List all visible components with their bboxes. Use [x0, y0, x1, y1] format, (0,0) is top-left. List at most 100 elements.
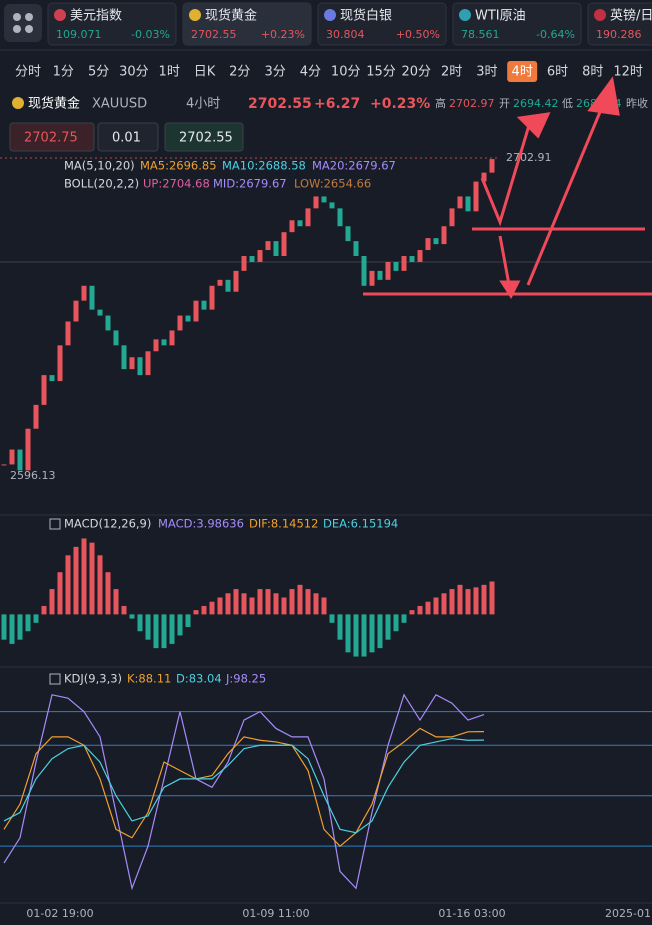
ticker-card[interactable]	[317, 2, 447, 46]
candle	[289, 220, 295, 233]
timeframe-tab[interactable]: 10分	[331, 65, 361, 80]
menu-button[interactable]	[4, 4, 42, 42]
order-qty[interactable]	[97, 122, 159, 152]
timeframe-tab[interactable]: 4分	[300, 65, 321, 80]
ticker-card[interactable]	[182, 2, 312, 46]
macd-bar	[393, 614, 399, 632]
macd-bar	[161, 614, 167, 649]
macd-bar	[241, 593, 247, 615]
timeframe-tab[interactable]: 8时	[582, 65, 603, 80]
macd-bar	[153, 614, 159, 649]
macd-bar	[473, 587, 479, 615]
timeframe-tab[interactable]: 15分	[366, 65, 396, 80]
symbol-code: XAUUSD	[92, 97, 147, 112]
panel-toggle[interactable]	[49, 673, 61, 685]
macd-bar	[329, 614, 335, 623]
ticker-name: 现货黄金	[205, 8, 257, 24]
ticker-change: -0.64%	[536, 28, 575, 41]
macd-bar	[17, 614, 23, 640]
macd-bar	[129, 614, 135, 619]
ticker-change: -0.03%	[131, 28, 170, 41]
ticker-price: 30.804	[326, 28, 365, 41]
macd-bar	[297, 584, 303, 615]
menu-icon	[13, 13, 33, 33]
candle	[249, 256, 255, 262]
symbol-low-label: 低	[562, 97, 573, 110]
timeframe-tab[interactable]: 3时	[476, 65, 497, 80]
candle	[393, 261, 399, 271]
timeframe-tab[interactable]: 4时	[512, 65, 533, 80]
ticker-icon	[54, 9, 66, 21]
macd-bar	[401, 614, 407, 623]
annotation	[363, 76, 652, 300]
symbol-icon	[12, 97, 24, 109]
legend-up: UP:2704.68	[143, 177, 210, 191]
candle	[329, 202, 335, 209]
macd-bar	[353, 614, 359, 657]
timeframe-tab[interactable]: 12时	[613, 65, 643, 80]
ticker-icon	[189, 9, 201, 21]
candle	[233, 270, 239, 292]
candle	[305, 208, 311, 227]
candle	[385, 261, 391, 280]
candle	[417, 250, 423, 262]
candle	[33, 404, 39, 429]
macd-bar	[73, 546, 79, 615]
candle	[81, 285, 87, 301]
timeframe-tab[interactable]: 2时	[441, 65, 462, 80]
timeframe-tab[interactable]: 1时	[159, 65, 180, 80]
timeframe-tab[interactable]: 分时	[15, 65, 41, 80]
panel-toggle[interactable]	[49, 518, 61, 530]
kdj-j-label: J:98.25	[225, 672, 266, 686]
order-buy[interactable]	[164, 122, 244, 152]
legend-ma10: MA10:2688.58	[222, 159, 306, 173]
macd-bar	[369, 614, 375, 653]
timeframe-tab[interactable]: 6时	[547, 65, 568, 80]
timeframe-tab[interactable]: 日K	[194, 65, 216, 80]
macd-bar	[425, 601, 431, 615]
ticker-icon	[459, 9, 471, 21]
ticker-card[interactable]	[452, 2, 582, 46]
timeframe-tab[interactable]: 1分	[53, 65, 74, 80]
candle	[465, 196, 471, 212]
macd-macd: MACD:3.98636	[158, 517, 244, 531]
macd-bar	[169, 614, 175, 644]
candle	[161, 339, 167, 346]
ticker-icon	[594, 9, 606, 21]
macd-bar	[489, 581, 495, 615]
macd-bar	[209, 601, 215, 615]
macd-bar	[313, 593, 319, 615]
symbol-pct: +0.23%	[370, 96, 430, 112]
timeframe-tab[interactable]: 30分	[119, 65, 149, 80]
timeframe-tab[interactable]: 3分	[264, 65, 285, 80]
symbol-high: 2702.97	[449, 97, 495, 110]
candle	[297, 220, 303, 227]
price-label: 2702.91	[506, 151, 552, 164]
macd-bar	[121, 605, 127, 615]
candle	[409, 256, 415, 262]
candle	[113, 330, 119, 346]
candle	[457, 196, 463, 209]
timeframe-tab[interactable]: 2分	[229, 65, 250, 80]
candle	[225, 279, 231, 292]
symbol-price: 2702.55	[248, 96, 312, 112]
candle	[169, 330, 175, 346]
ticker-name: 英镑/日	[610, 8, 652, 24]
candle	[377, 270, 383, 280]
macd-bar	[177, 614, 183, 636]
candle	[345, 226, 351, 242]
macd-dif: DIF:8.14512	[249, 517, 318, 531]
legend-low: LOW:2654.66	[294, 177, 371, 191]
legend-mid: MID:2679.67	[213, 177, 287, 191]
candle	[145, 351, 151, 376]
timeframe-tab[interactable]: 5分	[88, 65, 109, 80]
order-sell[interactable]	[9, 122, 95, 152]
macd-bar	[249, 597, 255, 615]
symbol-name: 现货黄金	[28, 96, 80, 112]
candle	[73, 300, 79, 322]
kdj-title: KDJ(9,3,3)	[64, 672, 122, 686]
macd-bar	[233, 589, 239, 615]
timeframe-tab[interactable]: 20分	[402, 65, 432, 80]
ticker-card[interactable]	[47, 2, 177, 46]
x-label: 2025-01	[605, 907, 651, 920]
